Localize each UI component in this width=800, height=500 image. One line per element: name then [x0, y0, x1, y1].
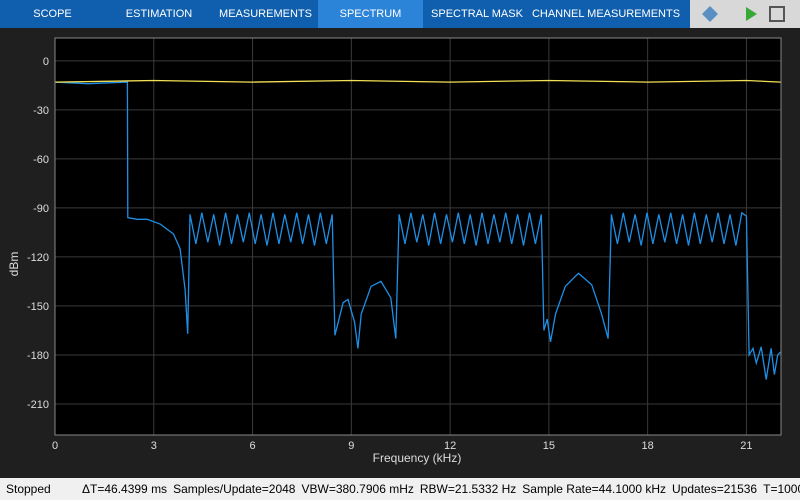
y-tick-label: -60 [33, 154, 49, 166]
x-tick-label: 15 [543, 440, 555, 452]
run-icon[interactable] [746, 7, 757, 21]
status-state: Stopped [6, 482, 51, 496]
y-tick-label: -180 [27, 350, 49, 362]
y-tick-label: 0 [43, 56, 49, 68]
stop-icon[interactable] [769, 6, 785, 22]
tab[interactable]: SCOPE [33, 8, 72, 20]
tab[interactable]: SPECTRUM [318, 0, 423, 28]
toolbar-icons [690, 0, 800, 28]
status-item: RBW=21.5332 Hz [419, 482, 517, 496]
status-item: VBW=380.7906 mHz [301, 482, 414, 496]
tab[interactable]: MEASUREMENTS [219, 8, 312, 20]
x-tick-label: 0 [52, 440, 58, 452]
toolbar: SCOPE ESTIMATION MEASUREMENTS SPECTRUM S… [0, 0, 800, 28]
status-item: Sample Rate=44.1000 kHz [522, 482, 667, 496]
y-tick-label: -120 [27, 252, 49, 264]
status-item: Samples/Update=2048 [173, 482, 296, 496]
x-tick-label: 12 [444, 440, 456, 452]
status-items: ΔT=46.4399 ms Samples/Update=2048 VBW=380.… [82, 478, 800, 500]
x-tick-label: 9 [348, 440, 354, 452]
settings-icon[interactable] [702, 6, 718, 22]
x-tick-label: 3 [151, 440, 157, 452]
x-tick-label: 21 [740, 440, 752, 452]
status-item: ΔT=46.4399 ms [82, 482, 168, 496]
series-line [54, 81, 782, 380]
x-tick-label: 6 [249, 440, 255, 452]
y-axis-label: dBm [7, 252, 21, 277]
y-tick-label: -210 [27, 399, 49, 411]
status-bar: Stopped ΔT=46.4399 ms Samples/Update=2048… [0, 478, 800, 500]
series-line [54, 79, 782, 83]
y-tick-label: -30 [33, 105, 49, 117]
plot-frame [54, 37, 782, 436]
chart: Frequency (kHz) dBm 0 -30 -60 -90 -120 -150 -1… [7, 37, 782, 465]
status-item: Updates=21536 [672, 482, 758, 496]
status-item: T=1000 [763, 482, 800, 496]
y-tick-label: -90 [33, 203, 49, 215]
x-tick-label: 18 [642, 440, 654, 452]
x-axis-label: Frequency (kHz) [373, 451, 462, 465]
y-tick-label: -150 [27, 301, 49, 313]
tab[interactable]: CHANNEL MEASUREMENTS [531, 8, 681, 20]
tab[interactable]: SPECTRAL MASK [431, 8, 523, 20]
tab[interactable]: ESTIMATION [125, 8, 193, 20]
